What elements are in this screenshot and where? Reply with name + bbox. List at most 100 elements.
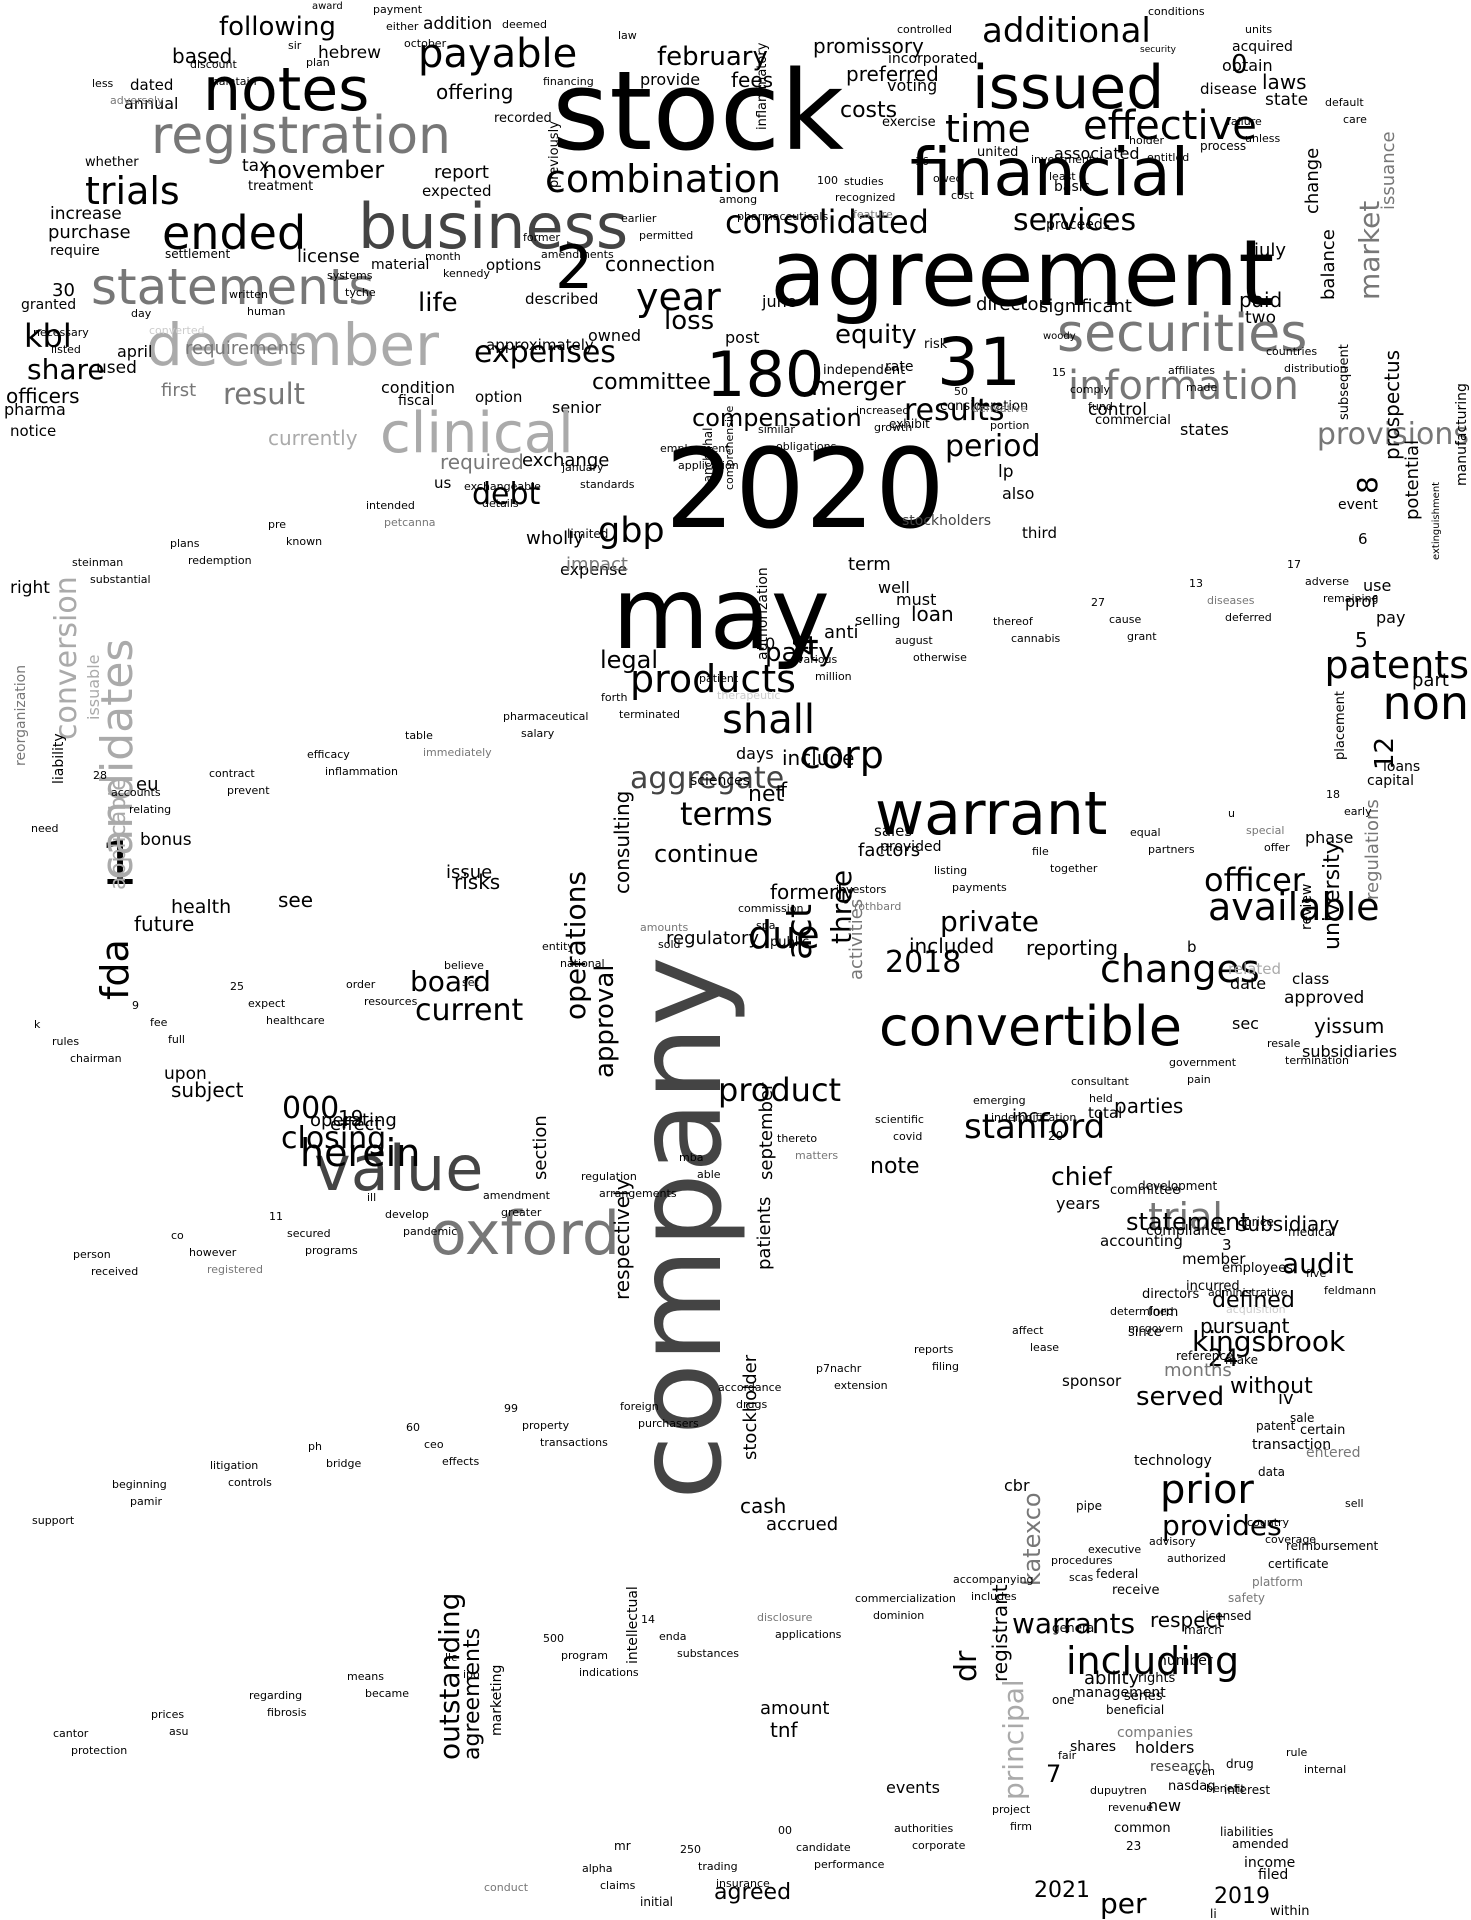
cloud-word: committee	[592, 370, 711, 395]
cloud-word: basis	[1054, 179, 1090, 195]
cloud-word: holders	[1135, 1738, 1195, 1757]
cloud-word: lease	[1030, 1341, 1060, 1354]
cloud-word: inflammatory	[755, 42, 770, 130]
cloud-word: need	[31, 822, 59, 835]
cloud-word: including	[1066, 1639, 1240, 1683]
cloud-word: defined	[1212, 1288, 1295, 1313]
cloud-word: herein	[300, 1131, 421, 1175]
cloud-word: fees	[731, 68, 774, 92]
cloud-word: regulatory	[666, 928, 760, 949]
cloud-word: lp	[998, 462, 1014, 482]
cloud-word: business	[358, 190, 629, 263]
cloud-word: consolidated	[725, 203, 929, 241]
cloud-word: affiliates	[1168, 364, 1216, 377]
cloud-word: feldmann	[1324, 1284, 1377, 1297]
cloud-word: connection	[605, 252, 716, 276]
cloud-word: series	[1124, 1689, 1163, 1704]
cloud-word: recorded	[494, 111, 552, 126]
cloud-word: even	[1188, 1765, 1216, 1778]
cloud-word: ipo	[463, 1668, 480, 1681]
cloud-word: payments	[952, 881, 1007, 894]
cloud-word: independent	[823, 363, 906, 378]
cloud-word: 60	[406, 1421, 420, 1434]
cloud-word: person	[73, 1248, 111, 1261]
cloud-word: patent	[1256, 1419, 1296, 1433]
cloud-word: closing	[281, 1121, 387, 1156]
cloud-word: rules	[52, 1035, 80, 1048]
cloud-word: million	[815, 670, 852, 683]
cloud-word: senior	[552, 398, 602, 417]
cloud-word: balance	[1318, 229, 1339, 300]
cloud-word: aggregate	[630, 761, 785, 796]
cloud-word: necessary	[33, 326, 89, 339]
cloud-word: approximately	[486, 336, 594, 354]
cloud-word: fda	[93, 939, 137, 1000]
cloud-word: tnf	[770, 1718, 798, 1742]
cloud-word: application	[678, 459, 739, 472]
cloud-word: reference	[1176, 1349, 1234, 1363]
cloud-word: state	[1265, 90, 1309, 110]
cloud-word: phase	[1305, 828, 1354, 847]
cloud-word: control	[1088, 400, 1147, 420]
cloud-word: standards	[580, 478, 635, 491]
cloud-word: option	[475, 388, 523, 406]
cloud-word: increase	[50, 204, 122, 224]
cloud-word: related	[1228, 960, 1282, 978]
cloud-word: earlier	[621, 212, 657, 225]
cloud-word: countries	[1266, 345, 1318, 358]
cloud-word: risk	[924, 337, 948, 352]
cloud-word: addition	[423, 14, 493, 34]
cloud-word: kbl	[24, 317, 72, 355]
cloud-word: extinguishment	[1431, 481, 1442, 560]
cloud-word: total	[1088, 1104, 1123, 1122]
cloud-word: 1	[100, 829, 139, 899]
cloud-word: statements	[91, 258, 375, 316]
cloud-word: us	[434, 474, 452, 492]
cloud-word: scientific	[875, 1113, 924, 1126]
cloud-word: effect	[330, 1114, 382, 1135]
cloud-word: studies	[844, 175, 884, 188]
cloud-word: 50	[954, 385, 968, 398]
cloud-word: director	[976, 294, 1046, 315]
cloud-word: set	[462, 976, 479, 989]
cloud-word: thereof	[993, 615, 1033, 628]
cloud-word: public	[770, 935, 810, 950]
cloud-word: matters	[795, 1149, 839, 1162]
cloud-word: note	[870, 1154, 920, 1179]
cloud-word: event	[1338, 497, 1378, 513]
cloud-word: pharmaceutical	[503, 710, 589, 723]
cloud-word: research	[1150, 1759, 1211, 1775]
cloud-word: thereto	[777, 1132, 818, 1145]
cloud-word: five	[1306, 1267, 1327, 1280]
cloud-word: known	[286, 535, 323, 548]
cloud-word: combination	[545, 157, 781, 201]
cloud-word: 6	[1358, 530, 1368, 548]
cloud-word: employees	[1222, 1261, 1293, 1276]
cloud-word: cost	[951, 189, 974, 202]
cloud-word: equity	[835, 320, 917, 350]
cloud-word: share	[27, 353, 105, 386]
cloud-word: options	[486, 256, 542, 274]
cloud-word: currently	[268, 426, 358, 450]
cloud-word: determined	[1110, 1305, 1174, 1318]
cloud-word: time	[945, 107, 1031, 151]
cloud-word: programs	[305, 1244, 358, 1257]
cloud-word: insurance	[716, 1877, 770, 1890]
cloud-word: promissory	[813, 34, 924, 58]
cloud-word: order	[346, 978, 376, 991]
cloud-word: b	[1187, 938, 1197, 956]
cloud-word: transactions	[540, 1436, 608, 1449]
cloud-word: states	[1180, 420, 1229, 439]
cloud-word: includes	[971, 1590, 1017, 1603]
cloud-word: provisions	[1316, 417, 1469, 452]
cloud-word: scas	[1069, 1571, 1094, 1584]
cloud-word: believe	[444, 959, 484, 972]
cloud-word: future	[134, 912, 195, 936]
cloud-word: emerging	[973, 1094, 1026, 1107]
cloud-word: candidate	[796, 1841, 851, 1854]
cloud-word: liabilities	[1220, 1825, 1274, 1839]
cloud-word: whether	[85, 155, 139, 170]
cloud-word: prospectus	[1380, 349, 1404, 460]
cloud-word: llc	[445, 1651, 458, 1664]
